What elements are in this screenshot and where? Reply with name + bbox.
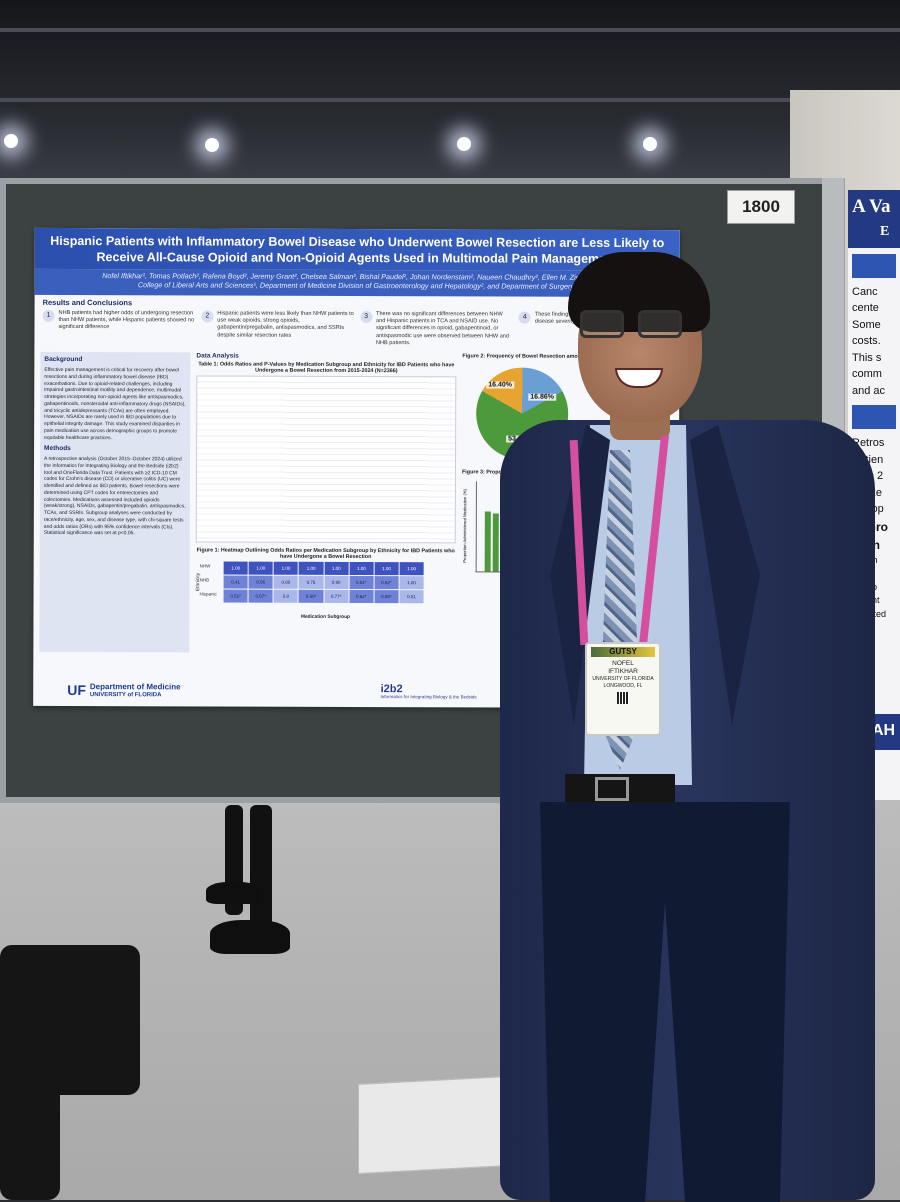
heatmap-cell: 0.77* xyxy=(324,590,349,604)
heatmap-cell: 1.00 xyxy=(399,562,424,576)
result-text: There was no significant differences bet… xyxy=(375,311,510,347)
bar xyxy=(484,511,491,572)
badge-name: NOFEL xyxy=(612,660,634,667)
heatmap-cell: 1.00 xyxy=(374,562,399,576)
result-text: Hispanic patients were less likely than … xyxy=(217,310,354,339)
analysis-heading: Data Analysis xyxy=(196,352,239,360)
heatmap-cell: 1.00 xyxy=(248,561,273,575)
neighbor-section-bar xyxy=(852,253,896,278)
ceiling xyxy=(0,0,900,180)
neighbor-text-line: Some xyxy=(852,318,881,331)
poster-left-column: Background Effective pain management is … xyxy=(39,352,191,653)
heatmap-cell: 0.62* xyxy=(349,590,374,604)
visitor-shoe xyxy=(206,882,261,904)
neighbor-section-bar xyxy=(852,405,896,430)
heatmap-cell: 0.41 xyxy=(223,575,248,589)
neighbor-subtitle-text: E xyxy=(880,223,890,239)
badge-event: GUTSY xyxy=(591,647,655,657)
heatmap-row-label: Hispanic xyxy=(199,591,217,597)
visitor-leg xyxy=(250,805,272,930)
belt-buckle xyxy=(595,777,629,801)
neighbor-text-line: Canc xyxy=(852,285,878,298)
board-number: 1800 xyxy=(727,190,795,224)
neighbor-text-line: costs. xyxy=(852,335,881,348)
glasses-lens xyxy=(638,310,682,338)
ceiling-beam xyxy=(0,28,900,32)
glasses-icon xyxy=(580,310,690,340)
heatmap-cell: 1.00 xyxy=(324,562,349,576)
result-number: 3 xyxy=(360,310,373,323)
uf-logo: UF Department of Medicine UNIVERSITY of … xyxy=(67,682,181,699)
badge-city: LONGWOOD, FL xyxy=(603,682,643,689)
neighbor-text-line: This s xyxy=(852,351,882,364)
visitor-shoe xyxy=(210,920,290,954)
presenter: GUTSY NOFEL IFTIKHAR UNIVERSITY OF FLORI… xyxy=(500,250,890,1202)
i2b2-logo: i2b2 Informatics for Integrating Biology… xyxy=(380,683,477,700)
heatmap-cell: 0.51* xyxy=(349,576,374,590)
heatmap-cell: 0.80 xyxy=(273,575,298,590)
heatmap-cell: 1.00 xyxy=(399,576,424,590)
heatmap-cell: 1.00 xyxy=(349,562,374,576)
ceiling-light xyxy=(205,138,219,152)
neighbor-title-text: A Va xyxy=(852,196,891,217)
result-item: 1 NHB patients had higher odds of underg… xyxy=(42,309,195,347)
bar xyxy=(492,513,499,572)
name-badge: GUTSY NOFEL IFTIKHAR UNIVERSITY OF FLORI… xyxy=(585,642,661,736)
result-item: 2 Hispanic patients were less likely tha… xyxy=(201,310,354,347)
heatmap-caption: Figure 1: Heatmap Outlining Odds Ratios … xyxy=(196,547,455,561)
heatmap-wrap: NHW NHB Hispanic 1.00 1.00 1.00 1.00 1.00 1.0… xyxy=(195,561,455,621)
heatmap-cell: 0.51* xyxy=(223,589,248,603)
background-heading: Background xyxy=(44,356,83,364)
bag xyxy=(0,1020,60,1200)
heatmap-cell: 0.8 xyxy=(273,589,298,604)
heatmap-cell: 0.62* xyxy=(374,576,399,590)
methods-heading: Methods xyxy=(44,445,71,453)
heatmap: 1.00 1.00 1.00 1.00 1.00 1.00 1.00 1.00 0.41 0.56… xyxy=(223,561,424,604)
result-item: 3 There was no significant differences b… xyxy=(360,310,513,348)
glasses-lens xyxy=(580,310,624,338)
neighbor-poster-title: A Va E xyxy=(848,190,900,248)
heatmap-cell: 0.90 xyxy=(324,576,349,590)
heatmap-cell: 0.81 xyxy=(399,590,424,604)
heatmap-cell: 1.00 xyxy=(223,561,248,575)
heatmap-xlabel: Medication Subgroup xyxy=(300,615,351,621)
badge-org: UNIVERSITY OF FLORIDA xyxy=(592,676,654,683)
i2b2-subtitle: Informatics for Integrating Biology & th… xyxy=(380,694,477,700)
badge-surname: IFTIKHAR xyxy=(608,668,638,676)
heatmap-cell: 0.56 xyxy=(248,575,273,589)
odds-ratio-table xyxy=(195,375,457,544)
footer-department: Department of Medicine xyxy=(89,682,181,692)
ceiling-beam xyxy=(0,98,900,102)
heatmap-row-label: NHW xyxy=(199,563,211,569)
heatmap-cell: 0.67* xyxy=(248,589,273,603)
table-caption: Table 1: Odds Ratios and P-Values by Med… xyxy=(198,361,455,375)
figure3-ylabel: Proportion Administered Medication (%) xyxy=(462,489,468,564)
methods-text: A retrospective analysis (October 2015–O… xyxy=(43,455,186,537)
heatmap-cell: 0.60* xyxy=(298,590,324,604)
neighbor-text-line: comm xyxy=(852,368,882,381)
result-number: 1 xyxy=(42,309,55,322)
uf-mark-icon: UF xyxy=(67,682,86,699)
heatmap-ylabel: Ethnicity xyxy=(196,573,202,592)
ceiling-light xyxy=(4,134,18,148)
footer-university: UNIVERSITY of FLORIDA xyxy=(89,692,162,699)
ceiling-light xyxy=(457,137,471,151)
result-text: NHB patients had higher odds of undergoi… xyxy=(58,309,195,331)
background-text: Effective pain management is critical fo… xyxy=(44,366,186,441)
heatmap-cell: 1.00 xyxy=(273,561,299,576)
qr-code-icon xyxy=(617,691,629,704)
heatmap-cell: 0.75 xyxy=(298,576,324,590)
result-number: 2 xyxy=(201,310,214,323)
heatmap-cell: 0.65* xyxy=(374,590,399,604)
neighbor-text-line: and ac xyxy=(852,384,886,397)
ceiling-light xyxy=(643,137,657,151)
neighbor-text-line: cente xyxy=(852,302,879,315)
poster-middle-column: Data Analysis Table 1: Odds Ratios and P… xyxy=(195,352,457,654)
heatmap-cell: 1.00 xyxy=(299,562,324,576)
